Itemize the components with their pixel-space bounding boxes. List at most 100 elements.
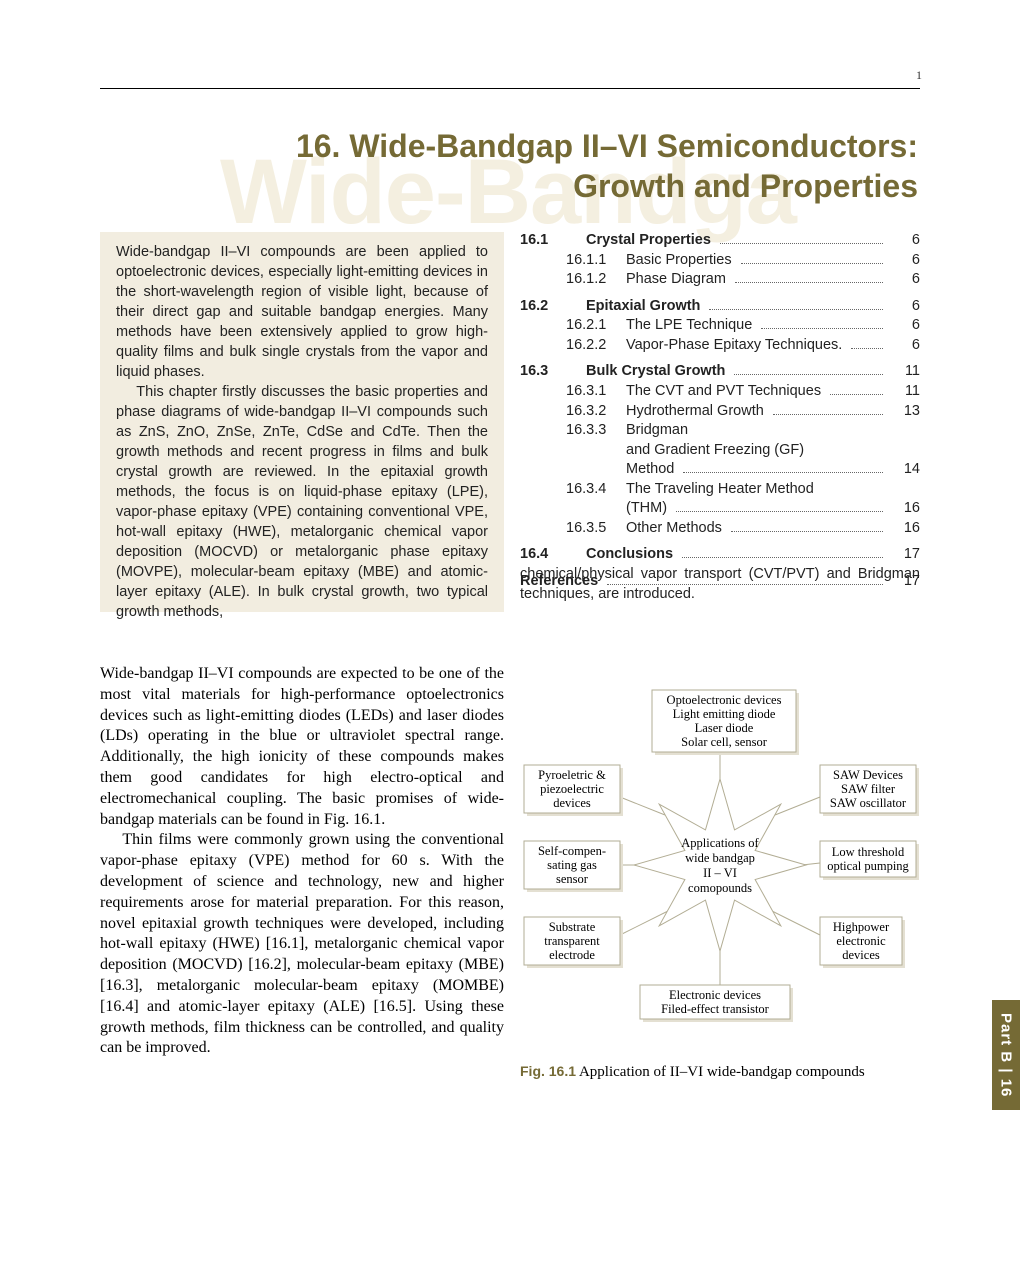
toc-entry-page: 6 (892, 231, 920, 251)
toc-entry-cont: (THM)16 (566, 499, 920, 519)
svg-text:transparent: transparent (544, 934, 600, 948)
toc-entry-number: 16.3.3 (566, 421, 620, 441)
toc-entry: 16.3.3 Bridgman (566, 421, 920, 441)
svg-text:II – VI: II – VI (703, 866, 737, 880)
abstract-continuation: chemical/physical vapor transport (CVT/P… (520, 564, 920, 604)
svg-text:Applications of: Applications of (681, 836, 759, 850)
svg-text:Solar cell, sensor: Solar cell, sensor (681, 735, 768, 749)
toc-gap (520, 290, 920, 297)
figure-caption-label: Fig. 16.1 (520, 1063, 576, 1079)
svg-text:Laser diode: Laser diode (695, 721, 754, 735)
toc-entry-number: 16.4 (520, 545, 580, 565)
toc-leader-dots (709, 297, 883, 309)
svg-text:optical pumping: optical pumping (827, 859, 909, 873)
toc-leader-dots (830, 383, 883, 395)
svg-text:Filed-effect transistor: Filed-effect transistor (661, 1002, 770, 1016)
toc-entry-page: 6 (892, 270, 920, 290)
toc-entry-number: 16.3.2 (566, 402, 620, 422)
toc-entry: 16.2 Epitaxial Growth 6 (520, 297, 920, 317)
toc-entry-page: 6 (892, 251, 920, 271)
figure-diagram: Applications ofwide bandgapII – VIcomopo… (520, 685, 920, 1055)
toc-entry-label: Epitaxial Growth (586, 297, 700, 317)
toc-entry: 16.3.5Other Methods16 (566, 519, 920, 539)
toc-entry-label: The LPE Technique (626, 316, 752, 336)
toc-leader-dots (731, 520, 883, 532)
toc-entry-label: Method (626, 460, 674, 480)
toc-entry-label: Basic Properties (626, 251, 732, 271)
abstract-block: Wide-bandgap II–VI compounds are been ap… (100, 232, 504, 612)
toc-entry: 16.2.1 The LPE Technique 6 (566, 316, 920, 336)
toc-entry-label: Bridgman (626, 421, 688, 441)
toc-gap (520, 538, 920, 545)
toc-entry-label: The CVT and PVT Techniques (626, 382, 821, 402)
toc-entry: 16.3.1The CVT and PVT Techniques11 (566, 382, 920, 402)
toc-entry-number: 16.1 (520, 231, 580, 251)
toc-leader-dots (851, 337, 883, 349)
body-column: Wide-bandgap II–VI compounds are expecte… (100, 664, 504, 1059)
toc-leader-dots (735, 271, 883, 283)
svg-text:Low threshold: Low threshold (832, 845, 905, 859)
svg-text:sating gas: sating gas (547, 858, 597, 872)
toc-entry-label: The Traveling Heater Method (626, 480, 814, 500)
toc-entry-page: 6 (892, 316, 920, 336)
title-line-2: Growth and Properties (573, 168, 918, 204)
toc-leader-dots (773, 402, 883, 414)
toc-entry-page: 16 (892, 519, 920, 539)
toc-entry-page: 6 (892, 336, 920, 356)
svg-text:Electronic devices: Electronic devices (669, 988, 761, 1002)
toc-entry-number: 16.1.1 (566, 251, 620, 271)
toc-entry-page: 17 (892, 545, 920, 565)
toc-entry: 16.1.2Phase Diagram6 (566, 270, 920, 290)
toc-entry-label: Phase Diagram (626, 270, 726, 290)
svg-text:SAW Devices: SAW Devices (833, 768, 903, 782)
toc-entry: 16.2.2Vapor-Phase Epitaxy Techniques.6 (566, 336, 920, 356)
toc-entry: 16.1 Crystal Properties 6 (520, 231, 920, 251)
abstract-para-1: Wide-bandgap II–VI compounds are been ap… (116, 242, 488, 382)
toc-entry-label: Vapor-Phase Epitaxy Techniques. (626, 336, 842, 356)
toc-entry: 16.3Bulk Crystal Growth11 (520, 362, 920, 382)
toc-entry-number: 16.2 (520, 297, 580, 317)
svg-text:Self-compen-: Self-compen- (538, 844, 606, 858)
toc-entry-number: 16.3.4 (566, 480, 620, 500)
toc-entry-label: Crystal Properties (586, 231, 711, 251)
chapter-title-area: Wide-Bandga 16. Wide-Bandgap II–VI Semic… (100, 108, 920, 223)
toc-entry-label: and Gradient Freezing (GF) (626, 441, 804, 461)
svg-text:SAW filter: SAW filter (841, 782, 896, 796)
body-para-2: Thin films were commonly grown using the… (100, 830, 504, 1059)
toc-entry: 16.3.2Hydrothermal Growth13 (566, 402, 920, 422)
toc-leader-dots (761, 317, 883, 329)
svg-text:Substrate: Substrate (549, 920, 596, 934)
svg-text:comopounds: comopounds (688, 881, 752, 895)
svg-text:Optoelectronic devices: Optoelectronic devices (667, 693, 782, 707)
body-para-1: Wide-bandgap II–VI compounds are expecte… (100, 664, 504, 830)
toc-entry-page: 6 (892, 297, 920, 317)
chapter-title: 16. Wide-Bandgap II–VI Semiconductors: G… (296, 126, 918, 206)
toc-entry: 16.3.4 The Traveling Heater Method (566, 480, 920, 500)
toc-entry: 16.1.1 Basic Properties 6 (566, 251, 920, 271)
toc-gap (520, 355, 920, 362)
svg-text:SAW oscillator: SAW oscillator (830, 796, 907, 810)
page-number: 1 (916, 68, 922, 83)
toc-leader-dots (720, 232, 883, 244)
toc-entry-label: Conclusions (586, 545, 673, 565)
toc-leader-dots (676, 500, 883, 512)
toc-leader-dots (741, 251, 883, 263)
svg-text:electrode: electrode (549, 948, 595, 962)
toc-entry-label: (THM) (626, 499, 667, 519)
toc-entry-number: 16.2.1 (566, 316, 620, 336)
toc-entry-number: 16.3 (520, 362, 580, 382)
toc-entry-page: 11 (892, 382, 920, 402)
figure-16-1: Applications ofwide bandgapII – VIcomopo… (520, 685, 920, 1081)
toc-entry-cont: and Gradient Freezing (GF) (566, 441, 920, 461)
toc-entry-page: 14 (892, 460, 920, 480)
svg-text:Pyroeletric &: Pyroeletric & (538, 768, 606, 782)
toc-entry-page: 11 (892, 362, 920, 382)
svg-text:electronic: electronic (836, 934, 886, 948)
toc-leader-dots (734, 363, 883, 375)
toc-entry-number: 16.3.5 (566, 519, 620, 539)
toc-leader-dots (682, 546, 883, 558)
toc-entry-label: Hydrothermal Growth (626, 402, 764, 422)
svg-text:wide bandgap: wide bandgap (685, 851, 755, 865)
top-rule (100, 88, 920, 89)
figure-caption: Fig. 16.1 Application of II–VI wide-band… (520, 1063, 920, 1081)
